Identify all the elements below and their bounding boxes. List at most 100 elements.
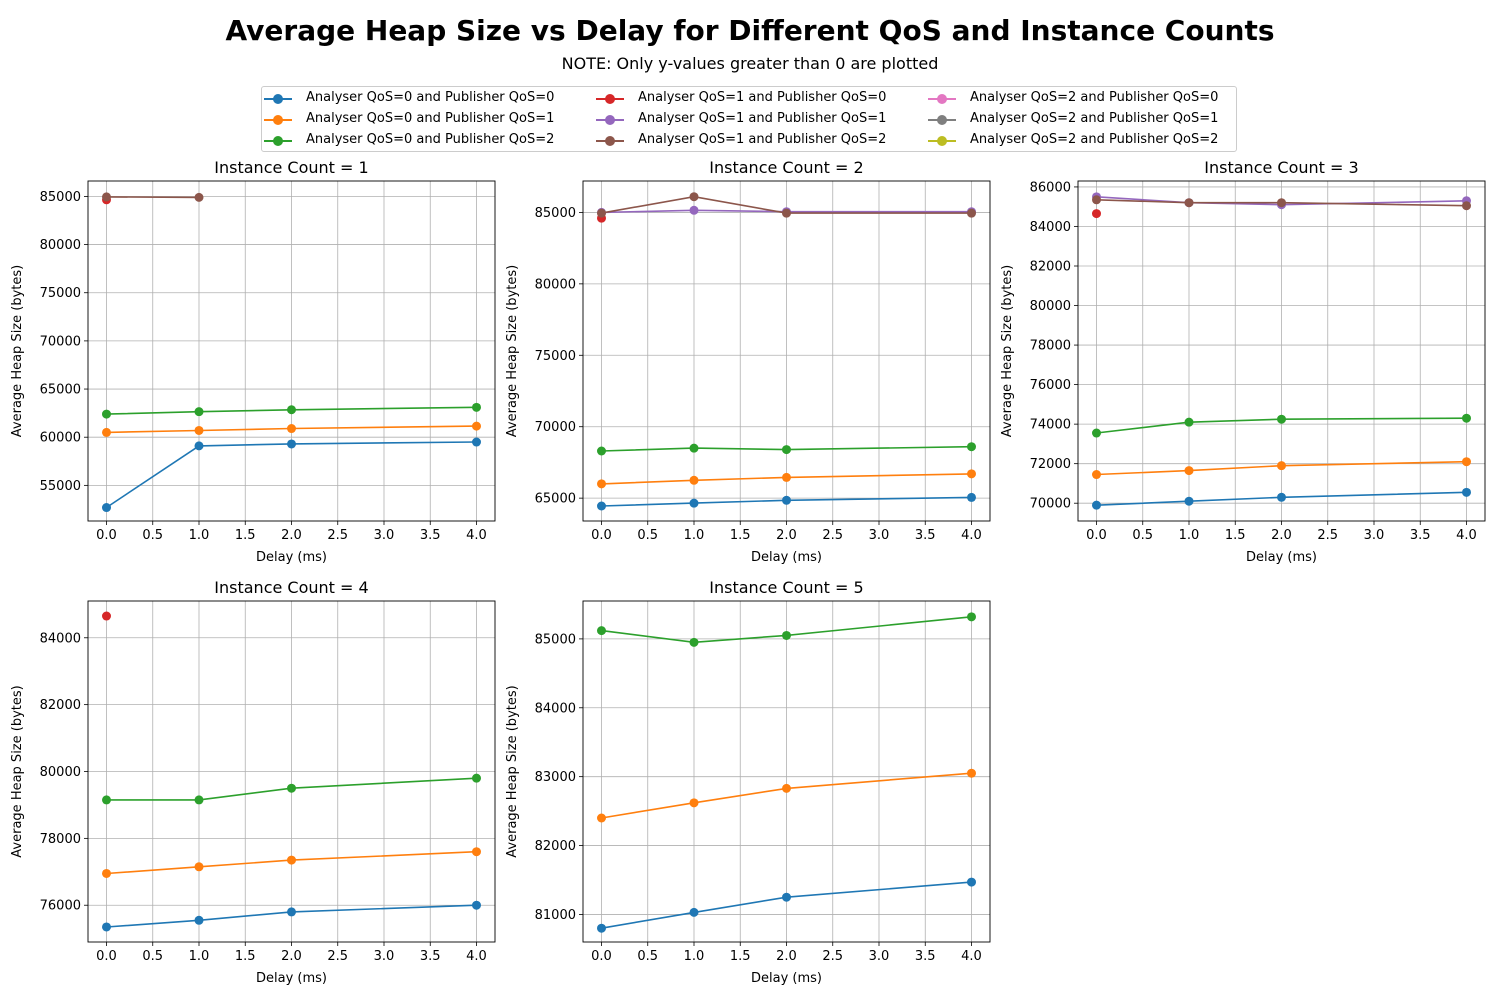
data-point xyxy=(102,427,111,437)
y-tick-label: 82000 xyxy=(535,839,576,854)
data-point xyxy=(1184,198,1194,208)
data-point xyxy=(102,503,111,513)
y-tick-label: 65000 xyxy=(40,383,81,398)
subplot: 0.0 0.5 1.0 1.5 2.0 2.5 3.0 3.5 4.0 76000 78000 800… xyxy=(10,578,496,986)
x-tick-label: 3.0 xyxy=(869,528,890,543)
x-tick-label: 2.0 xyxy=(281,949,302,964)
x-tick-label: 1.0 xyxy=(189,949,210,964)
data-point xyxy=(689,907,699,917)
series-line xyxy=(601,473,972,485)
data-point xyxy=(597,446,606,456)
x-tick-label: 4.0 xyxy=(1456,528,1477,543)
y-tick-label: 80000 xyxy=(40,238,81,253)
x-tick-label: 2.5 xyxy=(327,949,348,964)
x-tick-label: 1.5 xyxy=(730,949,751,964)
data-point xyxy=(782,445,791,455)
x-tick-label: 1.0 xyxy=(189,528,210,543)
series-line xyxy=(106,850,477,875)
legend-label: Analyser QoS=0 and Publisher QoS=0 xyxy=(306,90,555,105)
y-tick-label: 72000 xyxy=(1030,457,1071,472)
series-line xyxy=(601,209,972,214)
series-line xyxy=(601,445,972,452)
y-axis-label: Average Heap Size (bytes) xyxy=(10,685,25,857)
subplot: 0.0 0.5 1.0 1.5 2.0 2.5 3.0 3.5 4.0 65000 70000 750… xyxy=(505,158,991,565)
x-tick-label: 2.0 xyxy=(776,528,797,543)
x-tick-label: 2.5 xyxy=(1317,528,1338,543)
legend-dot-marker xyxy=(273,115,283,125)
data-point xyxy=(102,409,111,419)
series-line xyxy=(601,195,972,214)
subplot: 0.0 0.5 1.0 1.5 2.0 2.5 3.0 3.5 4.0 70000 72000 740… xyxy=(1000,158,1486,565)
plot-frame xyxy=(582,600,991,943)
data-point xyxy=(1092,470,1101,480)
x-tick-label: 1.0 xyxy=(684,949,705,964)
x-tick-label: 0.0 xyxy=(591,949,612,964)
x-tick-label: 1.0 xyxy=(684,528,705,543)
plot-frame xyxy=(582,180,991,522)
data-point xyxy=(472,437,481,447)
subplot: 0.0 0.5 1.0 1.5 2.0 2.5 3.0 3.5 4.0 55000 60000 650… xyxy=(10,158,496,565)
series-line xyxy=(601,616,972,644)
legend-dot-marker xyxy=(937,94,947,104)
x-axis-label: Delay (ms) xyxy=(256,971,327,986)
x-tick-label: 1.5 xyxy=(1225,528,1246,543)
data-point xyxy=(689,475,699,485)
x-tick-label: 3.5 xyxy=(915,949,936,964)
x-tick-label: 3.5 xyxy=(915,528,936,543)
y-tick-label: 82000 xyxy=(1030,260,1071,275)
y-tick-label: 76000 xyxy=(40,899,81,914)
x-tick-label: 2.5 xyxy=(327,528,348,543)
y-tick-label: 75000 xyxy=(535,349,576,364)
legend-label: Analyser QoS=0 and Publisher QoS=1 xyxy=(306,111,555,126)
data-point xyxy=(1277,461,1286,471)
data-point xyxy=(782,892,791,902)
data-point xyxy=(102,795,111,805)
data-point xyxy=(689,192,699,202)
data-point xyxy=(967,442,976,452)
data-point xyxy=(689,205,699,215)
x-axis-label: Delay (ms) xyxy=(751,550,822,565)
x-tick-label: 0.5 xyxy=(142,528,163,543)
y-axis-label: Average Heap Size (bytes) xyxy=(505,685,520,857)
y-tick-label: 60000 xyxy=(40,431,81,446)
x-tick-label: 0.5 xyxy=(142,949,163,964)
data-point xyxy=(472,847,481,857)
subplot-title: Instance Count = 1 xyxy=(214,158,368,177)
x-tick-label: 3.0 xyxy=(1364,528,1385,543)
y-tick-label: 74000 xyxy=(1030,418,1071,433)
legend-dot-marker xyxy=(937,136,947,146)
data-point xyxy=(287,907,296,917)
data-point xyxy=(967,208,976,218)
y-tick-label: 80000 xyxy=(40,765,81,780)
legend-dot-marker xyxy=(605,115,615,125)
x-tick-label: 3.5 xyxy=(420,528,441,543)
data-point xyxy=(782,472,791,482)
data-point xyxy=(782,495,791,505)
x-tick-label: 3.0 xyxy=(869,949,890,964)
legend: Analyser QoS=0 and Publisher QoS=0 Analys… xyxy=(261,86,1237,152)
data-point xyxy=(967,469,976,479)
data-point xyxy=(472,773,481,783)
figure-subtitle: NOTE: Only y-values greater than 0 are p… xyxy=(561,54,939,73)
data-point xyxy=(1184,466,1194,476)
x-tick-label: 0.5 xyxy=(637,949,658,964)
x-axis-label: Delay (ms) xyxy=(751,971,822,986)
legend-label: Analyser QoS=2 and Publisher QoS=0 xyxy=(970,90,1219,105)
x-tick-label: 0.5 xyxy=(637,528,658,543)
data-point xyxy=(967,877,976,887)
y-axis-label: Average Heap Size (bytes) xyxy=(10,265,25,437)
data-point xyxy=(1462,413,1471,423)
data-point xyxy=(102,611,111,621)
subplot: 0.0 0.5 1.0 1.5 2.0 2.5 3.0 3.5 4.0 81000 82000 830… xyxy=(505,578,991,986)
data-point xyxy=(689,798,699,808)
data-point xyxy=(102,192,111,202)
data-point xyxy=(287,783,296,793)
x-tick-label: 3.5 xyxy=(420,949,441,964)
series-line xyxy=(1096,199,1467,207)
data-point xyxy=(597,923,606,933)
y-tick-label: 80000 xyxy=(535,277,576,292)
data-point xyxy=(597,501,606,511)
legend-dot-marker xyxy=(605,94,615,104)
legend-dot-marker xyxy=(273,136,283,146)
y-tick-label: 75000 xyxy=(40,286,81,301)
